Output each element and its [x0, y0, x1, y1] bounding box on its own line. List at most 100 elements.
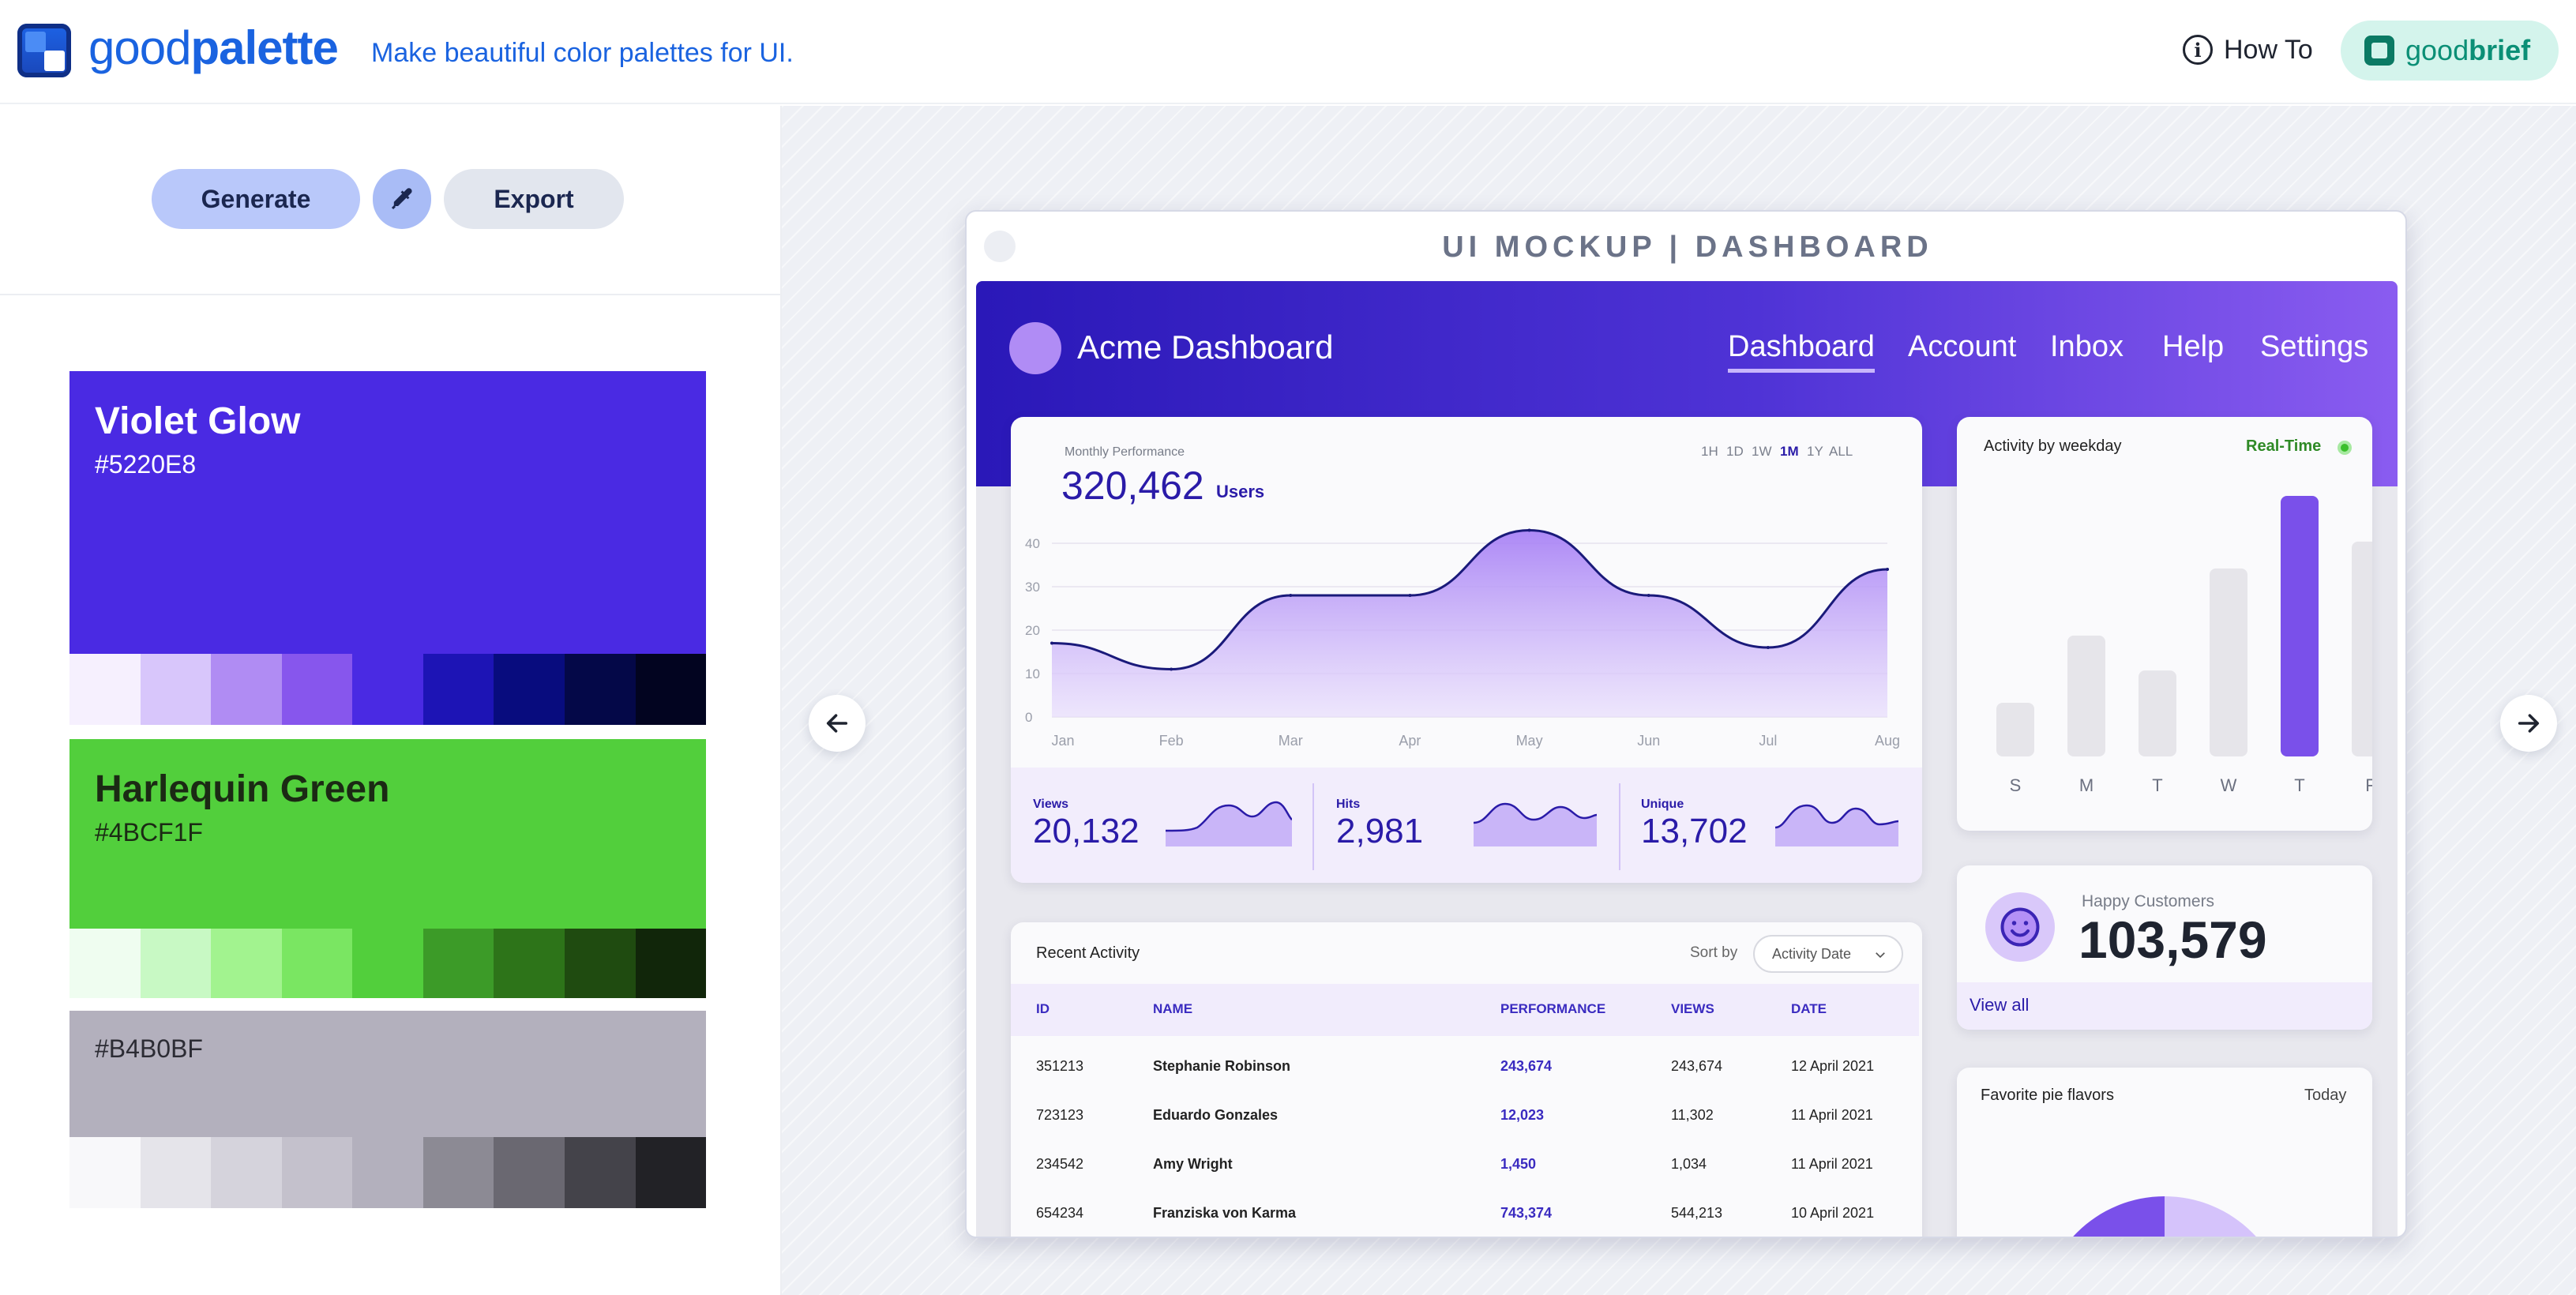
shade-2[interactable] — [140, 654, 212, 725]
nav-inbox[interactable]: Inbox — [2050, 330, 2124, 363]
swatch-main[interactable]: Violet Glow #5220E8 — [69, 371, 706, 654]
brand-name[interactable]: goodpalette — [88, 21, 339, 75]
shade-1[interactable] — [69, 654, 141, 725]
shade-1[interactable] — [69, 929, 141, 998]
cell-date: 10 April 2021 — [1791, 1205, 1875, 1221]
nav-account[interactable]: Account — [1908, 330, 2017, 363]
stat-value: 13,702 — [1641, 812, 1748, 850]
pie-chart — [2073, 1196, 2256, 1237]
how-to-link[interactable]: i How To — [2183, 32, 2313, 68]
area-fill — [1052, 530, 1887, 717]
shade-4[interactable] — [281, 929, 353, 998]
bar[interactable] — [2352, 541, 2372, 756]
bar[interactable] — [2210, 568, 2247, 756]
next-mockup-button[interactable] — [2500, 695, 2557, 752]
timeframe-1h[interactable]: 1H — [1701, 444, 1718, 459]
sort-select[interactable]: Activity Date — [1753, 935, 1903, 973]
view-all-bar: View all — [1957, 982, 2372, 1030]
nav-help[interactable]: Help — [2162, 330, 2225, 363]
shade-4[interactable] — [281, 1137, 353, 1208]
avatar[interactable] — [1009, 322, 1061, 374]
arrow-right-icon — [2518, 714, 2540, 733]
col-date[interactable]: DATE — [1791, 1001, 1827, 1016]
timeframe-all[interactable]: ALL — [1829, 444, 1853, 459]
shade-6[interactable] — [422, 654, 494, 725]
shade-7[interactable] — [494, 929, 565, 998]
color-picker-button[interactable] — [373, 169, 431, 229]
col-id[interactable]: ID — [1036, 1001, 1050, 1016]
shade-9[interactable] — [635, 1137, 707, 1208]
brand-bold: palette — [190, 21, 338, 74]
swatch-hex: #5220E8 — [95, 450, 197, 479]
col-views[interactable]: VIEWS — [1671, 1001, 1714, 1016]
previous-mockup-button[interactable] — [809, 695, 866, 752]
shade-3[interactable] — [211, 929, 282, 998]
bar[interactable] — [2281, 496, 2319, 756]
shade-3[interactable] — [211, 654, 282, 725]
shade-9[interactable] — [635, 929, 707, 998]
stats-strip: Views 20,132 Hits 2,981 Unique 13,702 — [1011, 768, 1922, 883]
shade-2[interactable] — [140, 929, 212, 998]
cell-name: Stephanie Robinson — [1153, 1058, 1291, 1074]
swatch-main[interactable]: #B4B0BF — [69, 1011, 706, 1137]
shade-5[interactable] — [352, 929, 423, 998]
realtime-badge: Real-Time — [2246, 437, 2322, 455]
dashboard: Acme Dashboard Dashboard Account Inbox H… — [976, 281, 2398, 1237]
nav-settings[interactable]: Settings — [2260, 330, 2369, 363]
shade-7[interactable] — [494, 1137, 565, 1208]
bar[interactable] — [2067, 635, 2105, 756]
shade-7[interactable] — [494, 654, 565, 725]
shade-8[interactable] — [564, 929, 636, 998]
shade-1[interactable] — [69, 1137, 141, 1208]
brand-light: good — [88, 21, 191, 74]
view-all-link[interactable]: View all — [1970, 995, 2030, 1015]
shade-8[interactable] — [564, 1137, 636, 1208]
shade-6[interactable] — [422, 929, 494, 998]
window-dot — [984, 231, 1016, 262]
timeframe-1y[interactable]: 1Y — [1807, 444, 1823, 459]
swatch-main[interactable]: Harlequin Green #4BCF1F — [69, 739, 706, 929]
smile-icon — [1985, 892, 2055, 962]
timeframe-1m[interactable]: 1M — [1780, 444, 1799, 459]
shade-2[interactable] — [140, 1137, 212, 1208]
sort-label: Sort by — [1690, 944, 1738, 961]
bar[interactable] — [1996, 702, 2034, 756]
stat-label: Hits — [1336, 798, 1361, 811]
swatch-name: Harlequin Green — [95, 768, 390, 810]
nav-dashboard[interactable]: Dashboard — [1728, 330, 1875, 373]
cell-id: 351213 — [1036, 1058, 1084, 1074]
shade-8[interactable] — [564, 654, 636, 725]
palette-green[interactable]: Harlequin Green #4BCF1F — [69, 739, 707, 998]
performance-value: 320,462 — [1061, 464, 1204, 508]
table-header — [1011, 984, 1919, 1036]
timeframe-1d[interactable]: 1D — [1726, 444, 1744, 459]
shade-5[interactable] — [352, 1137, 423, 1208]
goodpalette-logo-icon[interactable] — [17, 24, 71, 77]
cell-id: 234542 — [1036, 1156, 1084, 1172]
shade-5[interactable] — [352, 654, 423, 725]
x-tick-label: Jun — [1637, 733, 1660, 749]
palette-violet[interactable]: Violet Glow #5220E8 — [69, 371, 707, 725]
cell-views: 11,302 — [1671, 1107, 1714, 1123]
shade-6[interactable] — [422, 1137, 494, 1208]
goodbrief-label: goodbrief — [2405, 34, 2530, 67]
generate-button[interactable]: Generate — [152, 169, 360, 229]
shade-4[interactable] — [281, 654, 353, 725]
col-name[interactable]: NAME — [1153, 1001, 1193, 1016]
x-tick-label: F — [2365, 775, 2372, 795]
goodbrief-logo-icon — [2364, 36, 2394, 66]
data-point — [1647, 594, 1650, 597]
shade-9[interactable] — [635, 654, 707, 725]
chevron-down-icon — [1876, 952, 1885, 959]
timeframe-1w[interactable]: 1W — [1752, 444, 1772, 459]
weekday-card: Activity by weekday Real-Time SMTWTFS — [1957, 417, 2372, 831]
col-performance[interactable]: PERFORMANCE — [1500, 1001, 1606, 1016]
palette-grey[interactable]: #B4B0BF — [69, 1011, 707, 1208]
cell-name: Amy Wright — [1153, 1156, 1233, 1172]
cell-performance: 1,450 — [1500, 1156, 1537, 1172]
goodbrief-button[interactable]: goodbrief — [2341, 21, 2559, 81]
bar[interactable] — [2139, 670, 2176, 756]
swatch-hex: #B4B0BF — [95, 1034, 203, 1063]
export-button[interactable]: Export — [444, 169, 624, 229]
shade-3[interactable] — [211, 1137, 282, 1208]
